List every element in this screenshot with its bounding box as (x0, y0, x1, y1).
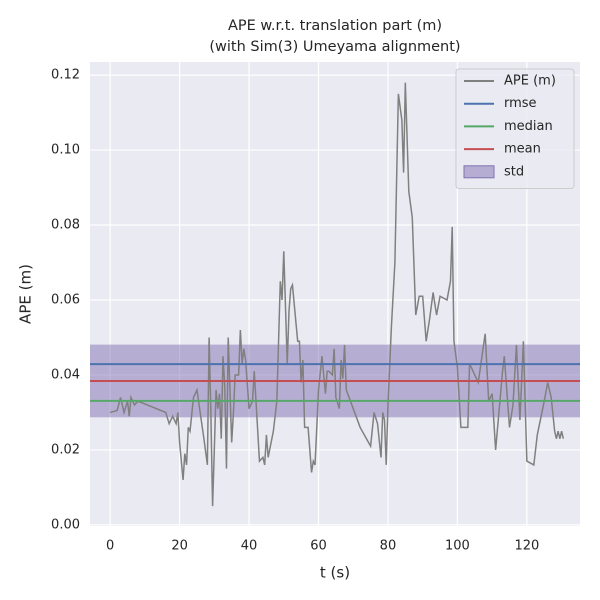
y-tick-label: 0.06 (51, 292, 80, 307)
legend-label: std (504, 164, 524, 179)
x-tick-label: 120 (514, 539, 539, 554)
chart-title: APE w.r.t. translation part (m) (228, 18, 442, 34)
legend-label: mean (504, 142, 541, 157)
y-tick-label: 0.00 (51, 517, 80, 532)
y-tick-label: 0.10 (51, 143, 80, 158)
y-axis-label: APE (m) (17, 264, 35, 324)
legend-label: APE (m) (504, 74, 556, 89)
legend-label: rmse (504, 96, 537, 111)
y-tick-label: 0.04 (51, 367, 80, 382)
x-tick-label: 60 (310, 539, 327, 554)
x-axis-label: t (s) (320, 564, 350, 582)
legend-label: median (504, 119, 553, 134)
x-tick-label: 100 (445, 539, 470, 554)
x-tick-label: 40 (241, 539, 258, 554)
x-tick-label: 20 (171, 539, 188, 554)
y-tick-label: 0.12 (51, 68, 80, 83)
legend-box (455, 68, 575, 189)
y-tick-label: 0.02 (51, 442, 80, 457)
chart-subtitle: (with Sim(3) Umeyama alignment) (209, 39, 460, 55)
x-tick-label: 0 (106, 539, 114, 554)
x-tick-label: 80 (380, 539, 397, 554)
y-tick-label: 0.08 (51, 218, 80, 233)
legend-swatch (463, 165, 495, 179)
